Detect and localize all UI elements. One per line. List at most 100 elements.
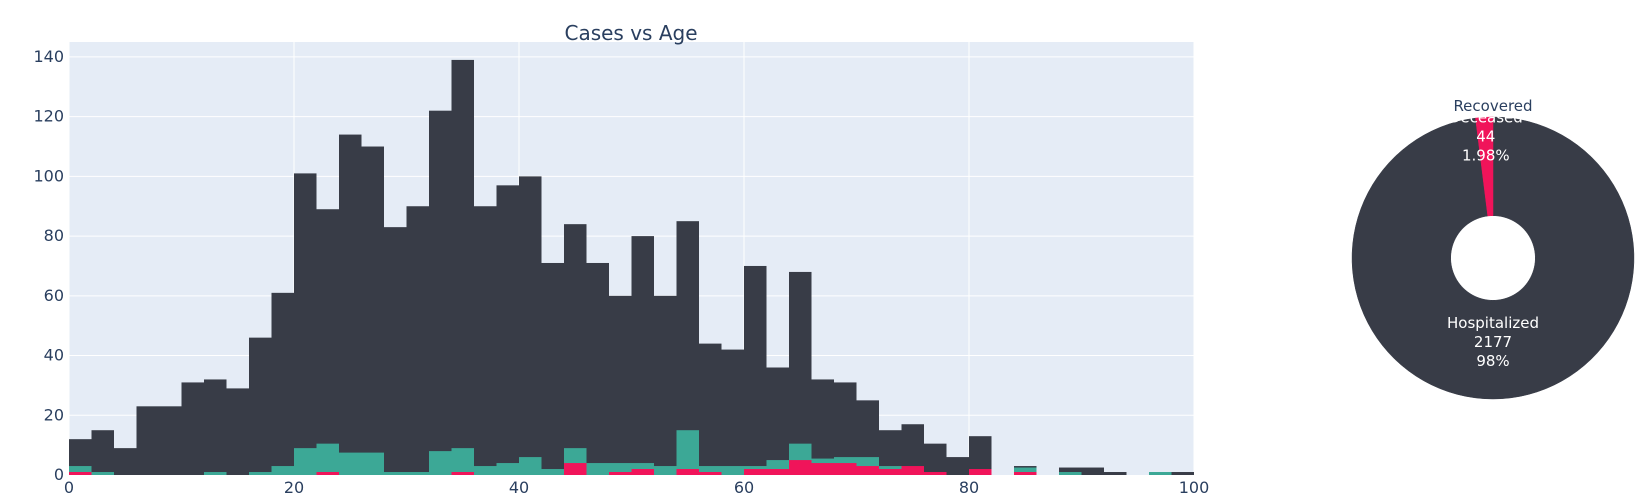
histogram-bar[interactable] [699, 466, 722, 475]
histogram-bar[interactable] [384, 227, 407, 475]
histogram-bar[interactable] [901, 466, 925, 475]
histogram-bar[interactable] [1171, 472, 1195, 475]
x-tick-label: 0 [64, 478, 74, 497]
pie-chart[interactable]: Hospitalized217798%Deceased441.98%Recove… [1351, 97, 1635, 400]
histogram-bar[interactable] [339, 134, 362, 475]
histogram-bar[interactable] [811, 379, 835, 475]
histogram-bar[interactable] [496, 463, 520, 475]
histogram-bar[interactable] [879, 430, 902, 475]
histogram-bar[interactable] [429, 451, 452, 475]
histogram-bar[interactable] [609, 295, 632, 475]
histogram-bar[interactable] [69, 472, 92, 475]
histogram-bar[interactable] [856, 466, 880, 475]
histogram-bar[interactable] [744, 265, 767, 475]
histogram-bar[interactable] [1014, 467, 1037, 475]
histogram-bar[interactable] [699, 343, 722, 475]
histogram-bar[interactable] [114, 448, 137, 475]
y-tick-label: 140 [33, 47, 64, 66]
pie-label-name: Recovered [1453, 97, 1532, 115]
x-tick-label: 100 [1179, 478, 1210, 497]
pie-label-name: Hospitalized [1447, 314, 1539, 332]
histogram-bar[interactable] [721, 466, 745, 475]
histogram-bar[interactable] [586, 463, 610, 475]
histogram-bar[interactable] [789, 460, 812, 475]
histogram-bar[interactable] [294, 448, 317, 475]
histogram-bar[interactable] [744, 469, 767, 475]
histogram-bar[interactable] [541, 262, 565, 475]
histogram-bar[interactable] [766, 469, 790, 475]
histogram-bar[interactable] [631, 469, 655, 475]
histogram-bar[interactable] [541, 469, 565, 475]
histogram-bar[interactable] [834, 382, 857, 475]
histogram-bar[interactable] [699, 472, 722, 475]
histogram-bar[interactable] [361, 452, 385, 475]
histogram-bar[interactable] [519, 176, 542, 475]
histogram-bar[interactable] [1059, 472, 1082, 475]
histogram-bar[interactable] [924, 443, 947, 475]
histogram-bar[interactable] [181, 382, 205, 475]
pie-slice[interactable] [1475, 116, 1494, 217]
histogram-bar[interactable] [1149, 472, 1172, 475]
histogram-bar[interactable] [249, 337, 272, 475]
histogram-bar[interactable] [69, 466, 92, 475]
histogram-bar[interactable] [339, 452, 362, 475]
histogram-bar[interactable] [1081, 467, 1105, 475]
histogram-bar[interactable] [654, 295, 677, 475]
histogram-bar[interactable] [294, 173, 317, 475]
histogram-bar[interactable] [631, 236, 655, 475]
histogram-bar[interactable] [766, 367, 790, 475]
histogram-bar[interactable] [91, 430, 115, 475]
histogram-bar[interactable] [676, 221, 700, 475]
histogram-bar[interactable] [384, 472, 407, 475]
histogram-bar[interactable] [271, 292, 295, 475]
histogram-bar[interactable] [361, 146, 385, 475]
histogram-bar[interactable] [1059, 467, 1082, 475]
histogram-bar[interactable] [226, 388, 250, 475]
histogram-bar[interactable] [406, 206, 430, 475]
histogram-bar[interactable] [249, 472, 272, 475]
histogram-bar[interactable] [676, 430, 700, 475]
histogram-bar[interactable] [969, 469, 992, 475]
histogram-bars[interactable] [69, 59, 1195, 476]
histogram-bar[interactable] [586, 262, 610, 475]
histogram-bar[interactable] [474, 206, 497, 475]
histogram-bar[interactable] [564, 463, 587, 475]
histogram-bar[interactable] [721, 349, 745, 475]
histogram-bar[interactable] [969, 436, 992, 475]
histogram-bar[interactable] [316, 443, 340, 475]
histogram-bar[interactable] [924, 472, 947, 475]
histogram-bar[interactable] [879, 469, 902, 475]
histogram-bar[interactable] [204, 472, 227, 475]
histogram-bar[interactable] [136, 406, 160, 475]
histogram-bar[interactable] [654, 466, 677, 475]
histogram-bar[interactable] [316, 472, 340, 475]
histogram-bar[interactable] [451, 59, 475, 476]
histogram-bar[interactable] [451, 472, 475, 475]
histogram-bar[interactable] [496, 185, 520, 475]
y-tick-label: 80 [44, 226, 64, 245]
pie-slice[interactable] [1351, 116, 1635, 400]
histogram-bar[interactable] [1014, 472, 1037, 475]
histogram-bar[interactable] [1104, 472, 1127, 475]
histogram-bar[interactable] [789, 271, 812, 475]
histogram-bar[interactable] [474, 466, 497, 475]
histogram-bar[interactable] [316, 209, 340, 475]
histogram-bar[interactable] [271, 466, 295, 475]
histogram-bar[interactable] [159, 406, 182, 475]
histogram-bar[interactable] [811, 463, 835, 475]
histogram-bar[interactable] [429, 110, 452, 475]
histogram-bar[interactable] [451, 448, 475, 475]
histogram-bar[interactable] [406, 472, 430, 475]
histogram-bar[interactable] [91, 472, 115, 475]
histogram-bar[interactable] [856, 400, 880, 475]
histogram-bar[interactable] [204, 379, 227, 475]
histogram-bar[interactable] [609, 463, 632, 475]
histogram-bar[interactable] [609, 472, 632, 475]
histogram-bar[interactable] [901, 424, 925, 475]
histogram-bar[interactable] [676, 469, 700, 475]
histogram-bar[interactable] [946, 457, 970, 475]
histogram-bar[interactable] [564, 224, 587, 475]
histogram-bar[interactable] [519, 457, 542, 475]
histogram-bar[interactable] [834, 463, 857, 475]
